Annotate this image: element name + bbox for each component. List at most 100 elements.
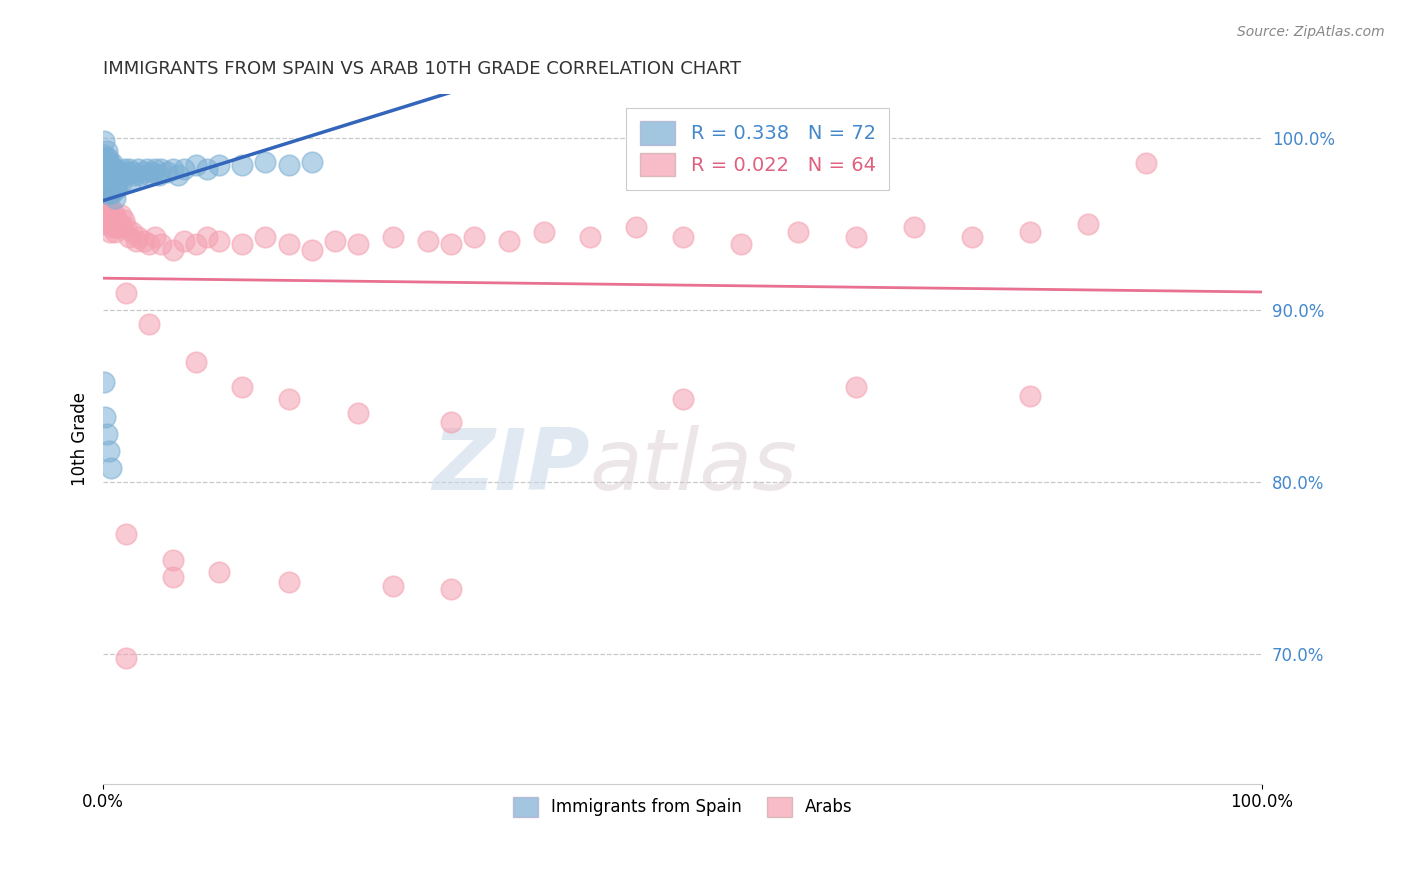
Point xyxy=(97,182,120,196)
Point xyxy=(98,173,121,187)
Point xyxy=(132,165,155,179)
Point xyxy=(162,161,184,176)
Point xyxy=(93,169,115,183)
Text: Source: ZipAtlas.com: Source: ZipAtlas.com xyxy=(1237,25,1385,39)
Point xyxy=(143,161,166,176)
Point xyxy=(93,375,115,389)
Point xyxy=(150,161,173,176)
Point xyxy=(107,220,129,235)
Point xyxy=(94,165,117,179)
Point xyxy=(96,169,118,183)
Point xyxy=(730,237,752,252)
Point xyxy=(347,237,370,252)
Point xyxy=(323,234,346,248)
Point xyxy=(98,208,121,222)
Point xyxy=(124,234,146,248)
Point xyxy=(97,156,120,170)
Point xyxy=(100,178,122,193)
Point xyxy=(671,392,693,407)
Point xyxy=(103,165,125,179)
Point xyxy=(104,173,127,187)
Point xyxy=(94,151,117,165)
Point xyxy=(184,158,207,172)
Point xyxy=(231,380,253,394)
Point xyxy=(100,165,122,179)
Point xyxy=(93,217,115,231)
Point xyxy=(96,426,118,441)
Point xyxy=(208,158,231,172)
Point xyxy=(671,230,693,244)
Point xyxy=(107,173,129,187)
Point xyxy=(103,182,125,196)
Point xyxy=(903,220,925,235)
Point xyxy=(115,165,138,179)
Point xyxy=(101,169,124,183)
Point xyxy=(97,444,120,458)
Point xyxy=(104,191,127,205)
Point xyxy=(129,169,152,183)
Point xyxy=(104,169,127,183)
Point xyxy=(138,237,160,252)
Point xyxy=(132,234,155,248)
Point xyxy=(136,161,159,176)
Point xyxy=(101,220,124,235)
Point xyxy=(104,161,127,176)
Point xyxy=(533,225,555,239)
Point xyxy=(184,237,207,252)
Point xyxy=(93,178,115,193)
Point xyxy=(440,237,463,252)
Point xyxy=(96,208,118,222)
Point xyxy=(97,199,120,213)
Point xyxy=(173,161,195,176)
Point xyxy=(1077,217,1099,231)
Point xyxy=(787,225,810,239)
Point xyxy=(254,230,277,244)
Point xyxy=(115,527,138,541)
Point xyxy=(98,186,121,200)
Point xyxy=(277,575,299,590)
Point xyxy=(150,237,173,252)
Point xyxy=(94,213,117,227)
Point xyxy=(112,213,135,227)
Point xyxy=(277,237,299,252)
Point xyxy=(97,202,120,217)
Point xyxy=(93,178,115,193)
Point xyxy=(104,208,127,222)
Point xyxy=(94,409,117,424)
Point xyxy=(100,213,122,227)
Point xyxy=(141,165,163,179)
Point xyxy=(97,217,120,231)
Point xyxy=(138,317,160,331)
Point xyxy=(138,169,160,183)
Point xyxy=(96,156,118,170)
Point xyxy=(381,578,404,592)
Point xyxy=(162,552,184,566)
Point xyxy=(115,285,138,300)
Point xyxy=(173,234,195,248)
Legend: Immigrants from Spain, Arabs: Immigrants from Spain, Arabs xyxy=(506,790,859,823)
Point xyxy=(108,169,131,183)
Point xyxy=(96,182,118,196)
Point xyxy=(97,173,120,187)
Text: IMMIGRANTS FROM SPAIN VS ARAB 10TH GRADE CORRELATION CHART: IMMIGRANTS FROM SPAIN VS ARAB 10TH GRADE… xyxy=(103,60,741,78)
Point xyxy=(162,570,184,584)
Point xyxy=(93,191,115,205)
Point xyxy=(156,165,179,179)
Point xyxy=(97,161,120,176)
Point xyxy=(121,225,143,239)
Point xyxy=(121,165,143,179)
Point xyxy=(111,173,134,187)
Point xyxy=(101,186,124,200)
Point xyxy=(100,461,122,475)
Point xyxy=(94,186,117,200)
Point xyxy=(381,230,404,244)
Point xyxy=(301,154,323,169)
Point xyxy=(101,202,124,217)
Point xyxy=(111,220,134,235)
Point xyxy=(124,169,146,183)
Point xyxy=(962,230,984,244)
Point xyxy=(277,158,299,172)
Point xyxy=(845,380,868,394)
Point xyxy=(277,392,299,407)
Point xyxy=(93,156,115,170)
